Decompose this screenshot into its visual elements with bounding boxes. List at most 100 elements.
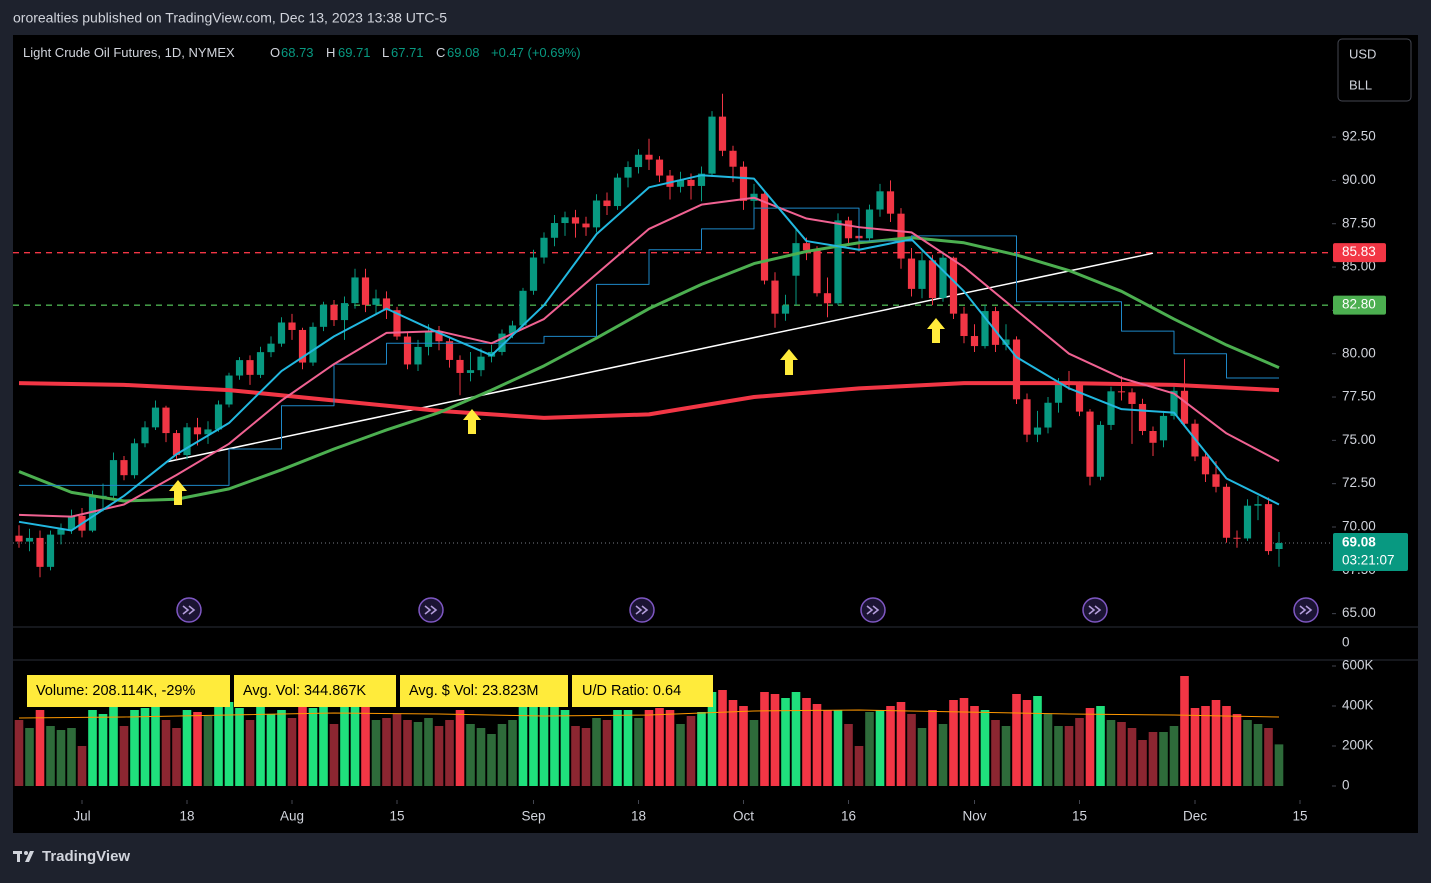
volume-bar (392, 714, 402, 786)
candle-body (792, 243, 800, 276)
candle-body (519, 290, 527, 326)
high-value: 69.71 (338, 45, 371, 60)
level-label: 85.83 (1342, 244, 1376, 259)
candle-body (151, 407, 160, 428)
candle-body (813, 250, 821, 294)
volume-bar (46, 726, 55, 786)
candle-body (183, 427, 191, 456)
volume-bar (35, 710, 45, 786)
volume-bar (1106, 720, 1116, 786)
candle-body (865, 209, 874, 239)
logo-part (17, 851, 20, 862)
candle-body (1107, 391, 1115, 425)
candle-body (403, 336, 412, 365)
candle-body (25, 537, 34, 542)
volume-bar (1264, 728, 1273, 786)
volume-bar (424, 718, 433, 786)
candle-body (130, 443, 139, 476)
jump-icon[interactable] (1293, 597, 1319, 623)
indicator-line (18, 174, 1280, 532)
volume-bar (172, 728, 181, 786)
countdown: 03:21:07 (1342, 553, 1395, 568)
candle-body (477, 356, 485, 371)
logo-part (25, 851, 34, 862)
legend-box (234, 675, 396, 707)
candle-body (466, 370, 475, 373)
volume-bar (497, 724, 507, 786)
y-tick-label: 80.00 (1342, 345, 1376, 360)
candle-body (498, 333, 506, 352)
volume-bar (560, 710, 570, 786)
volume-bar (802, 698, 811, 786)
candle-body (844, 220, 853, 239)
volume-bar (686, 716, 696, 786)
candle-body (687, 179, 695, 186)
candle-body (340, 303, 349, 321)
candle-body (57, 529, 65, 535)
candle-body (645, 154, 653, 160)
candle-body (120, 460, 128, 476)
candle-body (267, 343, 275, 353)
candle-body (435, 332, 443, 342)
jump-icon[interactable] (1082, 597, 1108, 623)
y-tick-label: 87.50 (1342, 215, 1376, 230)
volume-tick-label: 0 (1342, 778, 1350, 793)
candle-body (834, 220, 842, 304)
jump-icon[interactable] (860, 597, 886, 623)
legend-box (572, 675, 713, 707)
candle-body (1128, 392, 1136, 404)
volume-legend: Volume: 208.114K, -29% Avg. Vol: 344.867… (27, 675, 713, 707)
volume-bar (151, 706, 160, 786)
volume-bar (697, 712, 706, 786)
candle-body (781, 305, 790, 314)
candle-body (235, 360, 244, 376)
jump-icon[interactable] (418, 597, 444, 623)
currency-box[interactable] (1337, 38, 1412, 102)
candle-body (288, 322, 296, 330)
candle-body (1243, 505, 1252, 539)
candle-body (949, 257, 958, 314)
candle-body (172, 433, 181, 456)
candle-body (109, 460, 118, 496)
x-tick-label: 18 (179, 809, 194, 824)
indicator-line (18, 196, 1280, 518)
volume-bar (1043, 714, 1053, 786)
jump-icon[interactable] (176, 597, 202, 623)
ohlc-letter: C (436, 45, 445, 60)
volume-bar (665, 710, 675, 786)
volume-bar (298, 704, 307, 786)
volume-bar (613, 710, 622, 786)
volume-bar (77, 746, 87, 786)
volume-bar (907, 714, 916, 786)
candle-body (214, 404, 223, 430)
y-tick-label: 92.50 (1342, 129, 1376, 144)
candle-body (540, 237, 548, 258)
candle-body (1254, 504, 1262, 506)
candle-body (624, 167, 632, 178)
volume-bar (1096, 706, 1105, 786)
candle-body (46, 534, 55, 567)
volume-bar (959, 698, 969, 786)
volume-bar (1001, 726, 1011, 786)
volume-bar (928, 710, 937, 786)
jump-icon[interactable] (629, 597, 655, 623)
volume-bar (1064, 726, 1074, 786)
candle-body (1170, 390, 1178, 416)
brand: TradingView (42, 848, 130, 865)
candle-body (771, 280, 779, 314)
volume-bar (539, 702, 549, 786)
candle-body (561, 217, 569, 224)
candle-body (361, 277, 370, 305)
candle-body (729, 150, 737, 167)
close-value: 69.08 (447, 45, 480, 60)
logo-part (24, 851, 28, 855)
volume-bar (161, 720, 171, 786)
candle-body (15, 535, 23, 542)
volume-bar (140, 708, 150, 786)
volume-bar (277, 710, 286, 786)
volume-bar (991, 720, 1000, 786)
aux-tick-label: 0 (1342, 635, 1350, 650)
candle-body (193, 427, 202, 435)
legend-text: Avg. Vol: 344.867K (243, 683, 366, 699)
